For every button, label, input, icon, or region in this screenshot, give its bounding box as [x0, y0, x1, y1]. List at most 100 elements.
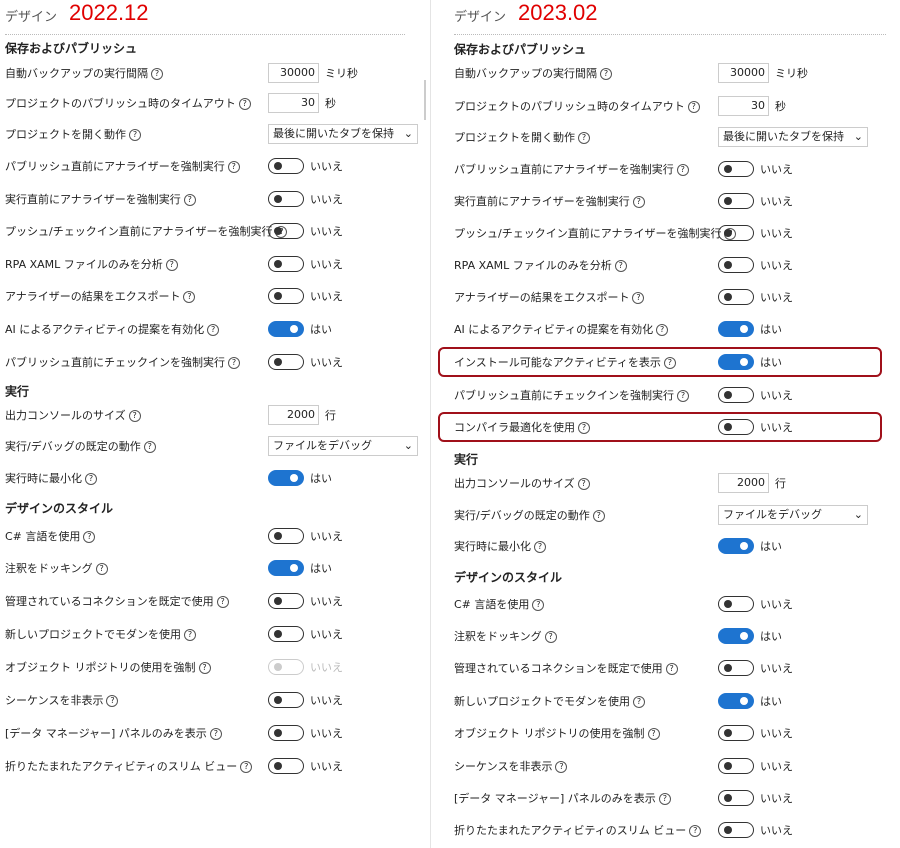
help-icon[interactable]: ? — [207, 324, 220, 336]
toggle-switch[interactable] — [268, 560, 304, 576]
toggle-switch[interactable] — [718, 161, 754, 177]
toggle-switch[interactable] — [718, 419, 754, 435]
help-icon[interactable]: ? — [687, 101, 700, 113]
help-icon[interactable]: ? — [216, 596, 229, 608]
version-label: 2022.12 — [69, 0, 149, 25]
help-icon[interactable]: ? — [238, 98, 251, 110]
help-icon[interactable]: ? — [165, 259, 178, 271]
toggle-switch[interactable] — [718, 596, 754, 612]
help-icon[interactable]: ? — [198, 662, 211, 674]
number-input[interactable]: 30000 — [268, 63, 319, 83]
toggle-switch[interactable] — [718, 387, 754, 403]
scrollbar[interactable] — [424, 80, 426, 120]
help-icon[interactable]: ? — [544, 631, 557, 643]
toggle-switch[interactable] — [268, 593, 304, 609]
dropdown-select[interactable]: 最後に開いたタブを保持 ⌄ — [268, 124, 418, 144]
help-icon[interactable]: ? — [555, 761, 568, 773]
setting-label-text: プロジェクトを開く動作 — [454, 131, 575, 144]
toggle-switch[interactable] — [718, 790, 754, 806]
help-icon[interactable]: ? — [665, 663, 678, 675]
number-input[interactable]: 30 — [268, 93, 319, 113]
toggle-switch[interactable] — [268, 528, 304, 544]
help-icon[interactable]: ? — [532, 599, 545, 611]
help-icon[interactable]: ? — [129, 129, 141, 141]
dropdown-select[interactable]: ファイルをデバッグ ⌄ — [718, 505, 868, 525]
help-icon[interactable]: ? — [676, 164, 689, 176]
help-icon[interactable]: ? — [151, 68, 163, 80]
help-icon[interactable]: ? — [647, 728, 660, 740]
toggle-switch[interactable] — [268, 470, 304, 486]
toggle-switch[interactable] — [268, 223, 304, 239]
section-heading: 保存およびパブリッシュ — [454, 42, 587, 57]
help-icon[interactable]: ? — [592, 510, 605, 522]
help-icon[interactable]: ? — [95, 563, 108, 575]
setting-control: いいえ — [718, 725, 793, 741]
toggle-state-label: はい — [760, 695, 782, 708]
setting-label: プロジェクトを開く動作? — [454, 129, 590, 145]
help-icon[interactable]: ? — [677, 390, 689, 402]
setting-label: 実行/デバッグの既定の動作? — [454, 507, 605, 523]
toggle-switch[interactable] — [718, 693, 754, 709]
number-input[interactable]: 2000 — [718, 473, 769, 493]
toggle-switch[interactable] — [268, 725, 304, 741]
dropdown-select[interactable]: 最後に開いたタブを保持 ⌄ — [718, 127, 868, 147]
toggle-switch[interactable] — [718, 289, 754, 305]
setting-label: 管理されているコネクションを既定で使用? — [5, 593, 229, 609]
help-icon[interactable]: ? — [663, 357, 676, 369]
help-icon[interactable]: ? — [632, 292, 645, 304]
help-icon[interactable]: ? — [183, 291, 196, 303]
toggle-switch[interactable] — [718, 628, 754, 644]
toggle-switch[interactable] — [268, 692, 304, 708]
toggle-state-label: はい — [760, 356, 782, 369]
toggle-switch[interactable] — [268, 191, 304, 207]
toggle-switch[interactable] — [718, 321, 754, 337]
help-icon[interactable]: ? — [658, 793, 671, 805]
toggle-switch[interactable] — [268, 758, 304, 774]
toggle-switch[interactable] — [718, 193, 754, 209]
help-icon[interactable]: ? — [578, 422, 590, 434]
help-icon[interactable]: ? — [183, 194, 196, 206]
help-icon[interactable]: ? — [143, 441, 156, 453]
help-icon[interactable]: ? — [600, 68, 612, 80]
toggle-knob — [740, 358, 748, 366]
help-icon[interactable]: ? — [228, 357, 240, 369]
help-icon[interactable]: ? — [689, 825, 702, 837]
toggle-switch[interactable] — [268, 288, 304, 304]
toggle-switch[interactable] — [718, 225, 754, 241]
help-icon[interactable]: ? — [184, 629, 196, 641]
toggle-state-label: いいえ — [760, 598, 793, 611]
toggle-state-label: はい — [760, 323, 782, 336]
toggle-switch[interactable] — [268, 626, 304, 642]
toggle-switch[interactable] — [268, 158, 304, 174]
help-icon[interactable]: ? — [227, 161, 240, 173]
help-icon[interactable]: ? — [633, 696, 645, 708]
help-icon[interactable]: ? — [209, 728, 222, 740]
toggle-switch[interactable] — [718, 257, 754, 273]
help-icon[interactable]: ? — [632, 196, 645, 208]
toggle-switch[interactable] — [268, 321, 304, 337]
help-icon[interactable]: ? — [83, 531, 96, 543]
help-icon[interactable]: ? — [614, 260, 627, 272]
toggle-switch[interactable] — [718, 758, 754, 774]
setting-control: いいえ — [268, 256, 343, 272]
toggle-switch[interactable] — [718, 725, 754, 741]
help-icon[interactable]: ? — [534, 541, 546, 553]
toggle-switch[interactable] — [718, 660, 754, 676]
toggle-switch[interactable] — [268, 256, 304, 272]
number-input[interactable]: 2000 — [268, 405, 319, 425]
help-icon[interactable]: ? — [128, 410, 141, 422]
help-icon[interactable]: ? — [656, 324, 669, 336]
help-icon[interactable]: ? — [577, 478, 590, 490]
help-icon[interactable]: ? — [106, 695, 119, 707]
number-input[interactable]: 30000 — [718, 63, 769, 83]
help-icon[interactable]: ? — [85, 473, 97, 485]
help-icon[interactable]: ? — [240, 761, 253, 773]
help-icon[interactable]: ? — [578, 132, 590, 144]
dropdown-select[interactable]: ファイルをデバッグ ⌄ — [268, 436, 418, 456]
number-input[interactable]: 30 — [718, 96, 769, 116]
toggle-switch[interactable] — [718, 822, 754, 838]
toggle-switch[interactable] — [718, 538, 754, 554]
toggle-switch[interactable] — [268, 354, 304, 370]
setting-label: オブジェクト リポジトリの使用を強制? — [5, 659, 211, 675]
toggle-switch[interactable] — [718, 354, 754, 370]
